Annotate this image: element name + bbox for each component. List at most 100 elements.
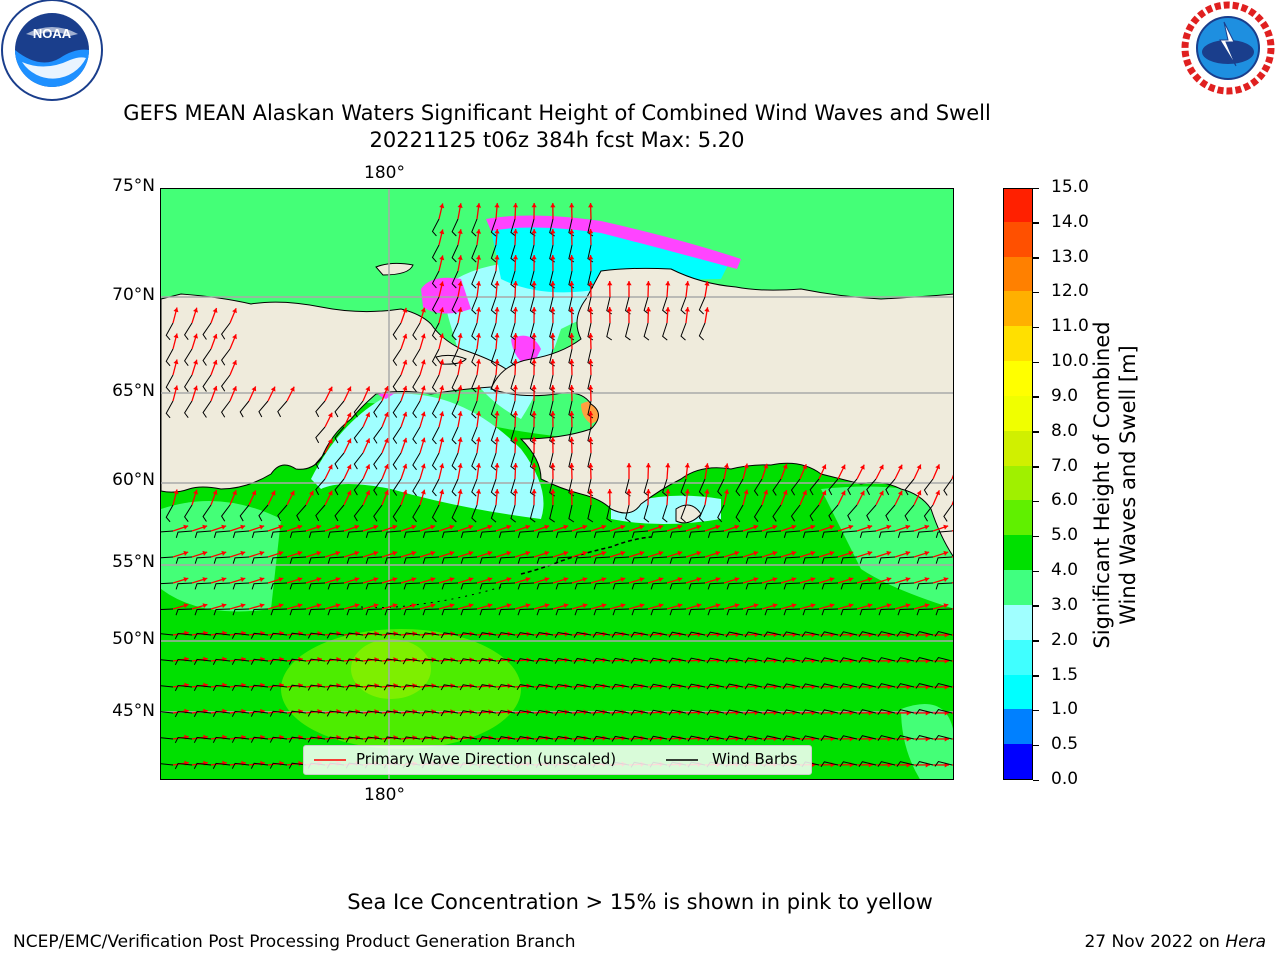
wind-barb — [630, 657, 649, 664]
wave-direction-arrowhead — [588, 203, 594, 208]
wave-direction-arrowhead — [531, 411, 537, 416]
wave-direction-arrowhead — [346, 412, 352, 418]
wave-direction-arrowhead — [734, 524, 740, 530]
wind-barb — [877, 631, 896, 637]
wind-barb — [934, 682, 953, 689]
colorbar-tick-label: 12.0 — [1051, 281, 1089, 302]
wind-barb — [744, 631, 763, 638]
wind-barb — [308, 608, 326, 616]
wind-barb — [471, 218, 478, 237]
lat-label: 75°N — [112, 176, 155, 196]
wind-barb — [288, 658, 307, 665]
wind-barb — [772, 504, 782, 522]
wind-barb — [490, 322, 497, 341]
wave-direction-arrowhead — [374, 683, 379, 689]
wave-direction-arrowhead — [848, 577, 854, 582]
wind-barb — [315, 426, 326, 444]
wave-direction-arrowhead — [645, 307, 651, 312]
colorbar-tick-mark — [1033, 779, 1039, 781]
wind-barb — [529, 504, 536, 523]
wave-direction-arrowhead — [696, 577, 702, 582]
wind-barb — [877, 761, 896, 767]
wave-direction-arrowhead — [607, 307, 613, 312]
wind-barb — [688, 608, 706, 616]
wind-barb — [231, 736, 250, 743]
wave-direction-arrowhead — [563, 577, 569, 582]
wave-direction-arrowhead — [563, 603, 569, 609]
wind-barb — [745, 608, 763, 616]
wind-barb — [606, 322, 613, 341]
wind-barb — [202, 400, 212, 418]
wave-direction-arrowhead — [821, 464, 827, 470]
wind-barb — [315, 504, 326, 522]
wind-barb — [847, 478, 858, 496]
wind-barb — [783, 556, 801, 564]
wave-direction-arrowhead — [402, 307, 408, 313]
wave-direction-arrowhead — [374, 631, 379, 637]
wind-barb — [412, 478, 421, 497]
wind-barb — [364, 684, 383, 691]
wind-barb — [346, 582, 364, 590]
wave-direction-arrowhead — [810, 603, 816, 609]
wind-barb — [431, 296, 440, 315]
wind-barb — [213, 530, 231, 538]
wind-barb — [516, 710, 535, 717]
wind-barb — [471, 426, 478, 445]
wind-barb — [421, 658, 440, 665]
wind-barb — [753, 478, 763, 496]
colorbar-tick-label: 7.0 — [1051, 455, 1079, 476]
wave-direction-arrowhead — [531, 489, 537, 494]
wind-barb — [174, 736, 193, 744]
wave-direction-arrowhead — [430, 577, 436, 582]
wind-barb — [840, 530, 858, 538]
wave-direction-arrowhead — [829, 577, 835, 582]
colorbar-band — [1004, 639, 1032, 675]
wind-barb — [510, 270, 516, 289]
wave-direction-arrowhead — [365, 464, 371, 470]
wave-direction-arrowhead — [317, 683, 322, 689]
wave-direction-arrowhead — [550, 255, 556, 260]
wind-barb — [471, 244, 478, 263]
lon-bottom-label: 180° — [364, 785, 405, 805]
wave-direction-arrowhead — [475, 359, 482, 364]
wind-barb — [365, 582, 383, 590]
wave-direction-arrowhead — [487, 577, 493, 582]
wave-direction-arrowhead — [457, 385, 463, 390]
wave-direction-arrowhead — [569, 229, 575, 234]
wind-barb — [801, 631, 820, 638]
wind-barb — [478, 736, 497, 743]
wave-direction-arrowhead — [810, 550, 816, 556]
wave-direction-arrowhead — [684, 307, 690, 312]
wind-barb — [573, 657, 592, 664]
wave-direction-arrowhead — [439, 229, 445, 235]
wind-barb — [165, 374, 174, 393]
wind-barb — [451, 374, 459, 393]
wave-direction-arrowhead — [588, 411, 594, 416]
wave-direction-arrowhead — [354, 577, 360, 582]
wind-barb — [459, 632, 478, 639]
wind-barb — [194, 608, 212, 616]
wind-barb — [592, 631, 611, 638]
wave-direction-arrowhead — [734, 550, 740, 556]
wave-direction-arrowhead — [278, 524, 284, 530]
wave-direction-arrowhead — [354, 550, 360, 556]
wave-direction-arrowhead — [531, 359, 537, 364]
wind-barb — [402, 684, 421, 691]
wind-barb — [277, 400, 288, 418]
wind-barb — [858, 631, 877, 637]
wind-barb — [212, 710, 231, 717]
wave-direction-arrowhead — [240, 603, 246, 609]
wave-direction-arrowhead — [411, 524, 417, 530]
wave-direction-arrowhead — [810, 577, 816, 582]
wind-barb — [412, 374, 421, 393]
wind-barb — [706, 683, 725, 690]
wind-barb — [839, 657, 858, 664]
wave-direction-arrowhead — [550, 281, 556, 286]
wave-direction-arrowhead — [658, 603, 664, 609]
wind-barb — [943, 478, 953, 496]
wave-direction-arrowhead — [569, 463, 575, 468]
wave-direction-arrowhead — [905, 603, 911, 609]
wave-direction-arrowhead — [531, 463, 537, 468]
wind-barb — [649, 631, 668, 638]
wind-barb — [592, 735, 611, 742]
